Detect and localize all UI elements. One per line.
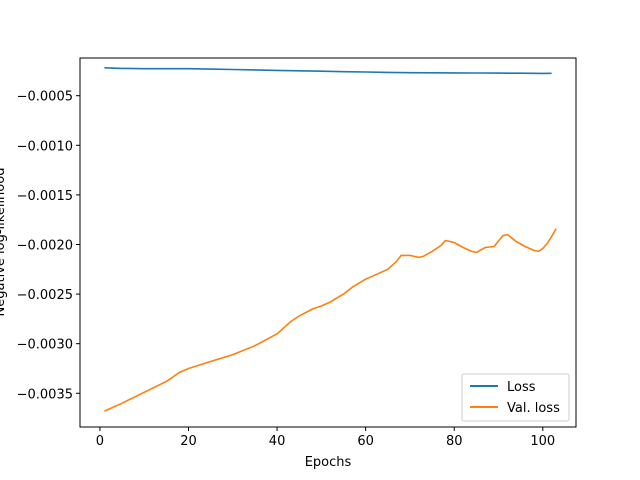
legend: Loss Val. loss: [461, 373, 570, 422]
legend-label-loss: Loss: [507, 380, 536, 395]
y-tick-label: −0.0030: [17, 338, 73, 353]
y-axis-ticks: −0.0035 −0.0030 −0.0025 −0.0020 −0.0015 −0.00…: [17, 90, 80, 402]
y-tick-label: −0.0035: [17, 387, 73, 402]
x-tick-label: 80: [446, 434, 463, 449]
y-tick-label: −0.0025: [17, 288, 73, 303]
x-tick-label: 20: [180, 434, 197, 449]
x-axis-ticks: 0 20 40 60 80 100: [96, 427, 555, 449]
y-axis-label: Negative log-likelihood: [0, 168, 8, 317]
x-tick-label: 0: [96, 434, 104, 449]
y-tick-label: −0.0005: [17, 90, 73, 105]
y-tick-label: −0.0020: [17, 238, 73, 253]
y-tick-label: −0.0015: [17, 189, 73, 204]
axes-frame: [79, 57, 577, 428]
y-tick-label: −0.0010: [17, 139, 73, 154]
series-layer: [104, 67, 557, 412]
x-tick-label: 100: [530, 434, 555, 449]
legend-label-val-loss: Val. loss: [507, 401, 560, 416]
x-tick-label: 60: [357, 434, 374, 449]
plot-area: 0 20 40 60 80 100 −0.0035 −0.0030 −0.0025 −0.002…: [17, 57, 577, 449]
x-tick-label: 40: [269, 434, 286, 449]
series-line-val-loss: [104, 228, 557, 412]
series-line-loss: [104, 67, 552, 75]
x-axis-label: Epochs: [305, 455, 352, 470]
